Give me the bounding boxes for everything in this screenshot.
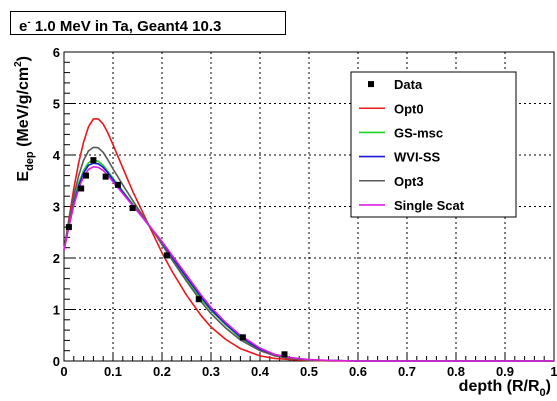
x-tick-label: 0.2 bbox=[153, 364, 171, 379]
x-tick-label: 0 bbox=[60, 364, 67, 379]
x-tick-label: 0.1 bbox=[104, 364, 122, 379]
x-tick-label: 0.3 bbox=[202, 364, 220, 379]
data-point bbox=[83, 172, 90, 179]
curves bbox=[63, 118, 554, 362]
x-tick-label: 0.9 bbox=[496, 364, 514, 379]
title-text: 1.0 MeV in Ta, Geant4 10.3 bbox=[30, 18, 222, 35]
data-point bbox=[239, 334, 246, 341]
y-tick-label: 6 bbox=[53, 45, 60, 60]
y-axis-label: Edep (MeV/g/cm2) bbox=[13, 56, 36, 182]
x-tick-label: 0.6 bbox=[349, 364, 367, 379]
data-point bbox=[163, 252, 170, 259]
x-tick-label: 1 bbox=[550, 364, 557, 379]
legend-label-gs-msc: GS-msc bbox=[394, 125, 443, 140]
x-axis-label: depth (R/R0) bbox=[459, 378, 551, 399]
y-axis-label-sup: 2 bbox=[13, 61, 24, 67]
legend-label-single-scat: Single Scat bbox=[394, 198, 465, 213]
legend-label-opt3: Opt3 bbox=[394, 174, 424, 189]
data-point bbox=[129, 205, 136, 212]
y-axis-label-sub: dep bbox=[24, 151, 36, 171]
x-axis-label-end: ) bbox=[546, 378, 551, 395]
chart-title: e- 1.0 MeV in Ta, Geant4 10.3 bbox=[10, 11, 286, 35]
data-point bbox=[114, 181, 121, 188]
legend-label-wvi-ss: WVI-SS bbox=[394, 150, 441, 165]
title-particle: e bbox=[19, 18, 28, 35]
title-charge: - bbox=[27, 17, 31, 28]
y-axis-label-main: E bbox=[15, 171, 32, 182]
x-axis-label-sub: 0 bbox=[540, 387, 546, 399]
series-line-single-scat bbox=[63, 165, 554, 362]
axis-ticks: 0 0.1 0.2 0.3 0.4 0.5 0.6 0.7 0.8 0.9 1 0 1 2 3 4 5 6 bbox=[53, 45, 557, 379]
y-tick-label: 1 bbox=[53, 303, 60, 318]
data-point bbox=[90, 157, 97, 164]
y-axis-label-units: (MeV/g/cm bbox=[15, 67, 32, 151]
data-point bbox=[195, 296, 202, 303]
y-tick-label: 5 bbox=[53, 97, 60, 112]
legend-label-data: Data bbox=[394, 77, 423, 92]
legend-box bbox=[350, 71, 517, 218]
legend: Data Opt0 GS-msc WVI-SS Opt3 Single Scat bbox=[350, 71, 517, 218]
y-tick-label: 2 bbox=[53, 251, 60, 266]
x-tick-label: 0.5 bbox=[300, 364, 318, 379]
legend-marker-data bbox=[368, 81, 374, 88]
y-tick-label: 0 bbox=[53, 354, 60, 369]
x-tick-label: 0.4 bbox=[251, 364, 270, 379]
x-tick-label: 0.7 bbox=[398, 364, 416, 379]
x-tick-label: 0.8 bbox=[447, 364, 465, 379]
y-axis-label-end: ) bbox=[15, 56, 32, 61]
data-point bbox=[281, 351, 288, 358]
x-axis-label-main: depth (R/R bbox=[459, 378, 540, 395]
y-tick-label: 4 bbox=[53, 148, 61, 163]
data-points bbox=[65, 157, 288, 358]
data-point bbox=[102, 173, 109, 180]
legend-label-opt0: Opt0 bbox=[394, 101, 424, 116]
y-tick-label: 3 bbox=[53, 200, 60, 215]
series-line-opt0 bbox=[63, 118, 554, 362]
data-point bbox=[65, 224, 72, 231]
data-point bbox=[78, 185, 85, 192]
